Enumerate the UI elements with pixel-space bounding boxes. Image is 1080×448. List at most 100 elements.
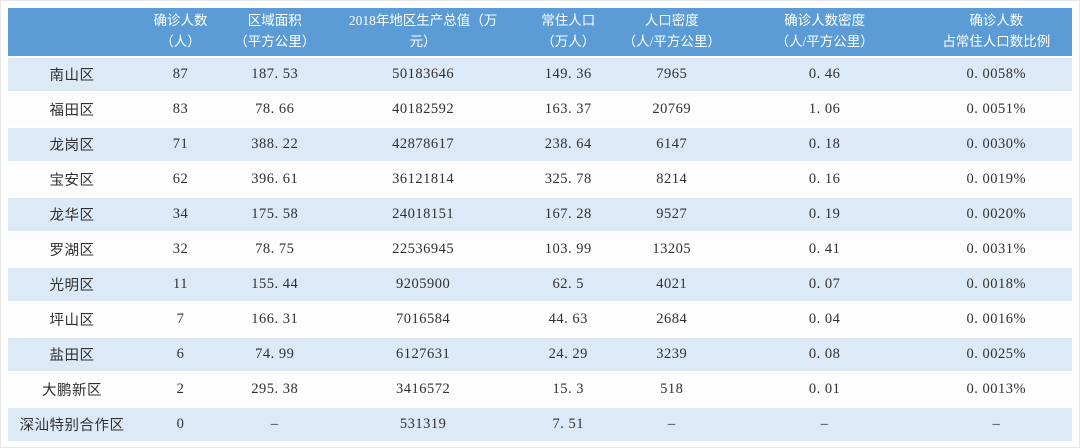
value-cell: 9205900 [324, 268, 522, 301]
table-body: 南山区 87 187. 53 50183646 149. 36 7965 0. 46 0. 0… [8, 58, 1072, 441]
value-cell: 166. 31 [225, 303, 325, 336]
value-cell: 0. 41 [728, 233, 921, 266]
value-cell: 0. 0031% [920, 233, 1072, 266]
value-cell: 0. 07 [728, 268, 921, 301]
districts-data-table: 确诊人数 （人） 区域面积 （平方公里） 2018年地区生产总值（万 元） 常住人口 … [8, 6, 1072, 443]
value-cell: – [614, 408, 729, 441]
district-name-cell: 福田区 [8, 93, 136, 126]
header-cell-district [8, 8, 136, 56]
value-cell: 20769 [614, 93, 729, 126]
value-cell: 40182592 [324, 93, 522, 126]
value-cell: 0 [135, 408, 226, 441]
value-cell: 103. 99 [521, 233, 615, 266]
value-cell: 0. 0058% [920, 58, 1072, 91]
table-row: 龙岗区 71 388. 22 42878617 238. 64 6147 0. 18 0. 0… [8, 128, 1072, 161]
value-cell: 388. 22 [225, 128, 325, 161]
value-cell: 238. 64 [521, 128, 615, 161]
header-cell: 区域面积 （平方公里） [225, 8, 325, 56]
value-cell: 8214 [614, 163, 729, 196]
value-cell: 0. 01 [728, 373, 921, 406]
value-cell: 6127631 [324, 338, 522, 371]
value-cell: 0. 0013% [920, 373, 1072, 406]
value-cell: 6 [135, 338, 226, 371]
header-cell: 人口密度 （人/平方公里） [614, 8, 729, 56]
table-row: 罗湖区 32 78. 75 22536945 103. 99 13205 0. 41 0. 0… [8, 233, 1072, 266]
value-cell: 74. 99 [225, 338, 325, 371]
value-cell: 0. 0019% [920, 163, 1072, 196]
value-cell: 3416572 [324, 373, 522, 406]
value-cell: 0. 0016% [920, 303, 1072, 336]
district-name-cell: 龙华区 [8, 198, 136, 231]
table-row: 南山区 87 187. 53 50183646 149. 36 7965 0. 46 0. 0… [8, 58, 1072, 91]
value-cell: 149. 36 [521, 58, 615, 91]
value-cell: 4021 [614, 268, 729, 301]
value-cell: 7. 51 [521, 408, 615, 441]
value-cell: 83 [135, 93, 226, 126]
value-cell: 396. 61 [225, 163, 325, 196]
district-name-cell: 龙岗区 [8, 128, 136, 161]
table-header: 确诊人数 （人） 区域面积 （平方公里） 2018年地区生产总值（万 元） 常住人口 … [8, 8, 1072, 56]
value-cell: 36121814 [324, 163, 522, 196]
district-name-cell: 南山区 [8, 58, 136, 91]
value-cell: 163. 37 [521, 93, 615, 126]
value-cell: 0. 18 [728, 128, 921, 161]
value-cell: 62 [135, 163, 226, 196]
value-cell: 1. 06 [728, 93, 921, 126]
table-row: 龙华区 34 175. 58 24018151 167. 28 9527 0. 19 0. 0… [8, 198, 1072, 231]
value-cell: 0. 16 [728, 163, 921, 196]
value-cell: 155. 44 [225, 268, 325, 301]
district-name-cell: 罗湖区 [8, 233, 136, 266]
value-cell: 0. 46 [728, 58, 921, 91]
district-name-cell: 光明区 [8, 268, 136, 301]
value-cell: 518 [614, 373, 729, 406]
value-cell: 167. 28 [521, 198, 615, 231]
value-cell: 24. 29 [521, 338, 615, 371]
table-row: 深汕特别合作区 0–531319 7. 51– – – [8, 408, 1072, 441]
value-cell: 87 [135, 58, 226, 91]
value-cell: 9527 [614, 198, 729, 231]
header-cell: 常住人口 （万人） [521, 8, 615, 56]
header-cell: 2018年地区生产总值（万 元） [324, 8, 522, 56]
value-cell: 0. 0020% [920, 198, 1072, 231]
value-cell: 175. 58 [225, 198, 325, 231]
value-cell: 78. 66 [225, 93, 325, 126]
district-name-cell: 坪山区 [8, 303, 136, 336]
table-row: 光明区 11 155. 44 9205900 62. 5 4021 0. 07 0. 0018… [8, 268, 1072, 301]
table-row: 大鹏新区 2 295. 38 3416572 15. 3 518 0. 01 0. 0013% [8, 373, 1072, 406]
value-cell: – [225, 408, 325, 441]
value-cell: 7016584 [324, 303, 522, 336]
district-name-cell: 盐田区 [8, 338, 136, 371]
value-cell: 0. 08 [728, 338, 921, 371]
header-cell: 确诊人数 （人） [135, 8, 226, 56]
value-cell: 11 [135, 268, 226, 301]
value-cell: 531319 [324, 408, 522, 441]
district-name-cell: 宝安区 [8, 163, 136, 196]
table-row: 盐田区 6 74. 99 6127631 24. 29 3239 0. 08 0. 0025% [8, 338, 1072, 371]
value-cell: 71 [135, 128, 226, 161]
value-cell: 325. 78 [521, 163, 615, 196]
value-cell: 13205 [614, 233, 729, 266]
header-cell: 确诊人数 占常住人口数比例 [920, 8, 1072, 56]
value-cell: 7 [135, 303, 226, 336]
table-row: 福田区 83 78. 66 40182592 163. 37 20769 1. 06 0. 0… [8, 93, 1072, 126]
value-cell: 0. 04 [728, 303, 921, 336]
value-cell: 15. 3 [521, 373, 615, 406]
header-row: 确诊人数 （人） 区域面积 （平方公里） 2018年地区生产总值（万 元） 常住人口 … [8, 8, 1072, 56]
table-row: 宝安区 62 396. 61 36121814 325. 78 8214 0. 16 0. 0… [8, 163, 1072, 196]
value-cell: – [920, 408, 1072, 441]
value-cell: – [728, 408, 921, 441]
district-name-cell: 大鹏新区 [8, 373, 136, 406]
value-cell: 0. 0018% [920, 268, 1072, 301]
value-cell: 7965 [614, 58, 729, 91]
table-row: 坪山区 7 166. 31 7016584 44. 63 2684 0. 04 0. 0016… [8, 303, 1072, 336]
value-cell: 3239 [614, 338, 729, 371]
value-cell: 62. 5 [521, 268, 615, 301]
value-cell: 24018151 [324, 198, 522, 231]
value-cell: 0. 0051% [920, 93, 1072, 126]
value-cell: 0. 19 [728, 198, 921, 231]
district-name-cell: 深汕特别合作区 [8, 408, 136, 441]
value-cell: 32 [135, 233, 226, 266]
value-cell: 2 [135, 373, 226, 406]
value-cell: 0. 0030% [920, 128, 1072, 161]
